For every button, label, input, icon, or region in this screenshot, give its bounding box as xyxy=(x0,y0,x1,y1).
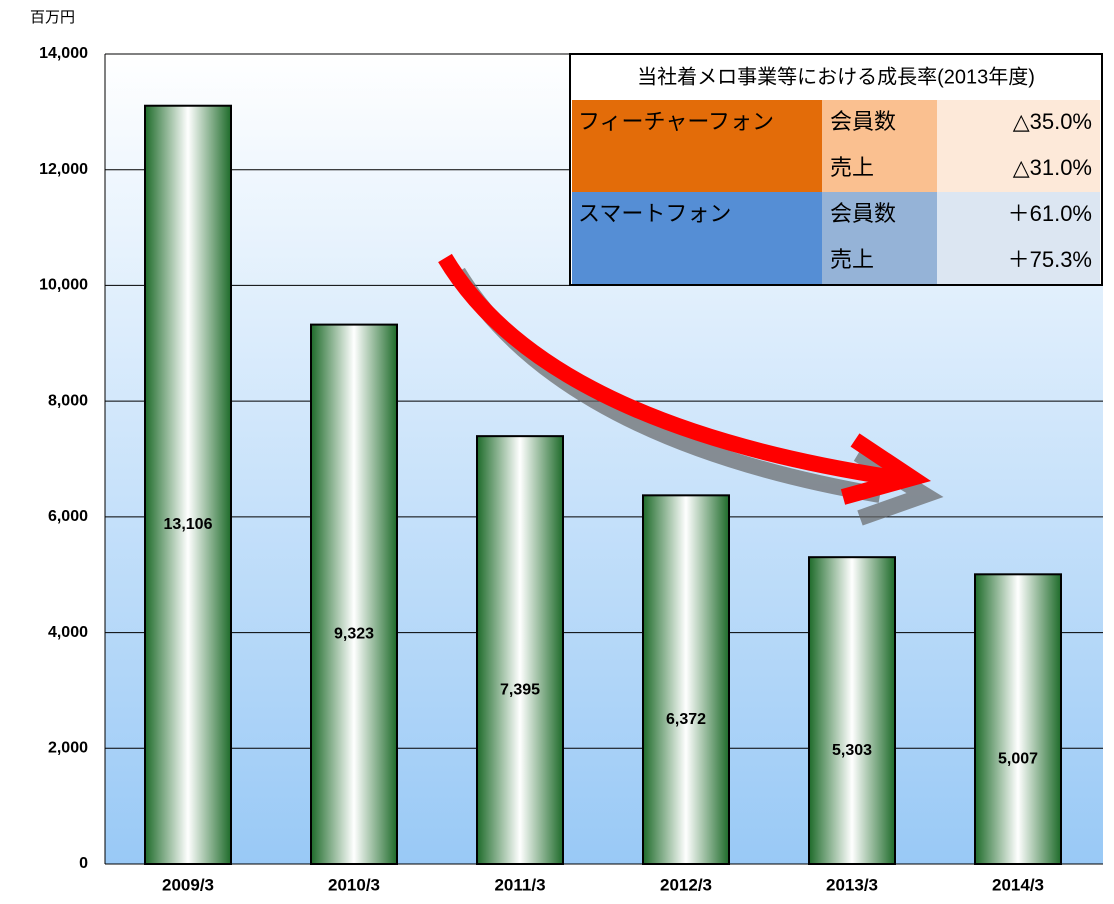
row-value: △35.0% xyxy=(1013,109,1092,134)
y-tick-label: 6,000 xyxy=(48,508,88,525)
bar xyxy=(476,435,564,865)
data-label: 9,323 xyxy=(334,626,374,643)
data-label: 13,106 xyxy=(164,516,213,533)
bar xyxy=(974,573,1062,865)
y-tick-label: 2,000 xyxy=(48,740,88,757)
y-tick-label: 12,000 xyxy=(39,161,88,178)
value-cell xyxy=(937,146,1100,192)
row-label: 会員数 xyxy=(830,201,896,226)
data-label: 6,372 xyxy=(666,711,706,728)
row-label: 売上 xyxy=(830,155,874,180)
x-tick-label: 2013/3 xyxy=(826,875,878,894)
trend-arrow xyxy=(438,253,944,526)
value-cell xyxy=(937,238,1100,284)
label-cell xyxy=(822,238,937,284)
group-name: フィーチャーフォン xyxy=(578,109,774,134)
bar xyxy=(310,323,398,866)
label-cell xyxy=(822,146,937,192)
row-value: △31.0% xyxy=(1013,155,1092,180)
bar xyxy=(144,104,232,865)
label-cell xyxy=(822,192,937,238)
y-tick-label: 10,000 xyxy=(39,277,88,294)
x-tick-label: 2010/3 xyxy=(328,875,380,894)
y-tick-label: 8,000 xyxy=(48,392,88,409)
value-cell xyxy=(937,100,1100,146)
row-label: 売上 xyxy=(830,247,874,272)
label-cell xyxy=(822,100,937,146)
group-cell xyxy=(572,192,822,284)
group-name: スマートフォン xyxy=(578,201,731,226)
data-label: 5,007 xyxy=(998,750,1038,767)
x-tick-label: 2012/3 xyxy=(660,875,712,894)
data-label: 7,395 xyxy=(500,681,540,698)
y-tick-label: 14,000 xyxy=(39,45,88,62)
row-label: 会員数 xyxy=(830,109,896,134)
group-cell xyxy=(572,100,822,192)
x-tick-label: 2009/3 xyxy=(162,875,214,894)
unit-label: 百万円 xyxy=(30,9,75,26)
data-label: 5,303 xyxy=(832,742,872,759)
bar xyxy=(808,556,896,866)
x-tick-label: 2014/3 xyxy=(992,875,1044,894)
y-tick-label: 0 xyxy=(79,855,88,872)
bar xyxy=(642,494,730,865)
table-title: 当社着メロ事業等における成長率(2013年度) xyxy=(637,65,1035,88)
value-cell xyxy=(937,192,1100,238)
y-tick-label: 4,000 xyxy=(48,624,88,641)
row-value: ＋75.3% xyxy=(1008,247,1092,272)
x-tick-label: 2011/3 xyxy=(494,875,545,894)
row-value: ＋61.0% xyxy=(1008,201,1092,226)
